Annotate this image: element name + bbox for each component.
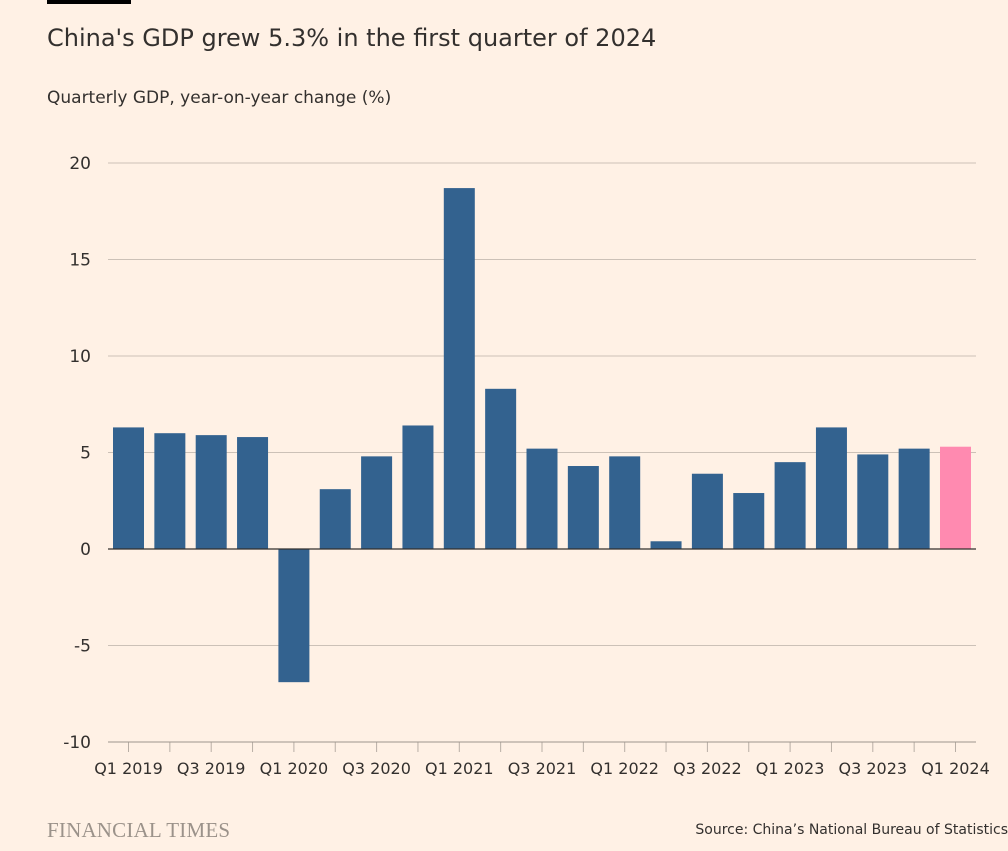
chart-title: China's GDP grew 5.3% in the first quart… — [47, 24, 657, 52]
x-tick-label: Q1 2021 — [425, 759, 494, 778]
bar-q3-2022 — [691, 473, 723, 549]
x-tick-label: Q3 2020 — [342, 759, 411, 778]
bar-q2-2020 — [319, 489, 351, 549]
bar-q4-2023 — [898, 448, 930, 549]
bar-q2-2022 — [650, 541, 682, 549]
bar-q1-2021 — [443, 188, 475, 549]
bar-q1-2024 — [940, 446, 971, 549]
ft-logo: FINANCIAL TIMES — [47, 818, 231, 842]
bar-q4-2022 — [733, 493, 765, 549]
y-tick-label: 0 — [80, 540, 91, 560]
x-tick-label: Q3 2022 — [673, 759, 742, 778]
y-tick-label: -10 — [63, 733, 91, 753]
y-tick-label: 20 — [69, 154, 91, 174]
bar-q1-2023 — [774, 462, 806, 549]
x-tick-label: Q1 2023 — [756, 759, 825, 778]
x-tick-label: Q1 2024 — [921, 759, 990, 778]
bar-q2-2019 — [154, 433, 186, 549]
y-tick-label: -5 — [74, 637, 91, 657]
bar-q4-2019 — [237, 437, 269, 549]
y-tick-label: 10 — [69, 347, 91, 367]
bar-q1-2020 — [278, 549, 310, 683]
source-note: Source: China’s National Bureau of Stati… — [695, 822, 1008, 838]
y-tick-label: 15 — [69, 251, 91, 271]
x-tick-label: Q3 2023 — [839, 759, 908, 778]
bar-q1-2022 — [609, 456, 641, 549]
bar-q1-2019 — [113, 427, 144, 549]
bar-q4-2021 — [567, 466, 599, 549]
x-tick-label: Q3 2021 — [508, 759, 577, 778]
x-tick-label: Q3 2019 — [177, 759, 246, 778]
bar-q3-2020 — [361, 456, 393, 549]
ft-accent-bar — [47, 0, 131, 4]
x-tick-label: Q1 2022 — [590, 759, 659, 778]
bar-q3-2021 — [526, 448, 558, 549]
x-tick-label: Q1 2019 — [94, 759, 163, 778]
bar-q3-2019 — [195, 435, 227, 549]
bar-q2-2023 — [815, 427, 847, 549]
bar-q4-2020 — [402, 425, 434, 549]
bar-q2-2021 — [485, 388, 517, 549]
chart-subtitle: Quarterly GDP, year-on-year change (%) — [47, 88, 392, 108]
y-tick-label: 5 — [80, 444, 91, 464]
x-tick-label: Q1 2020 — [260, 759, 329, 778]
bar-q3-2023 — [857, 454, 889, 549]
